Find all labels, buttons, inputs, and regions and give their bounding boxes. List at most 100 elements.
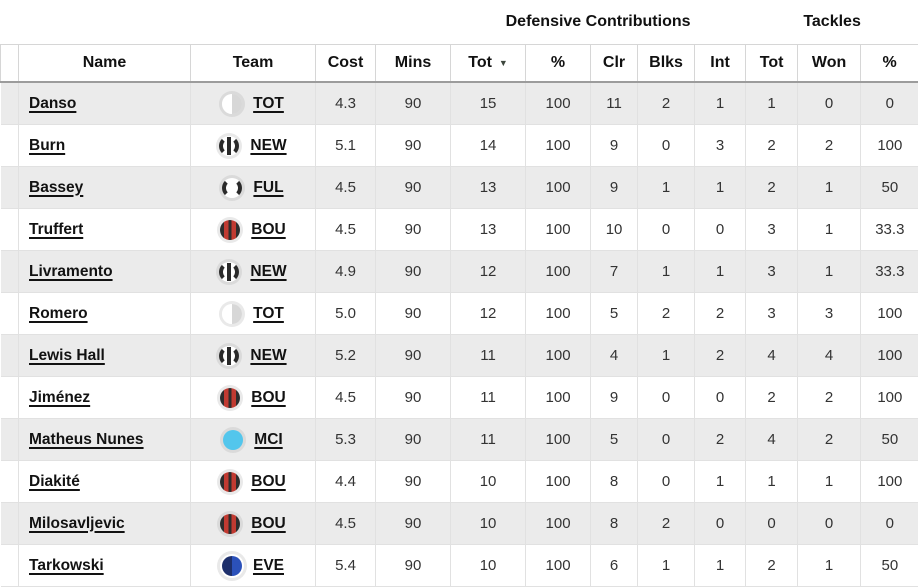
player-name-link[interactable]: Diakité <box>29 473 80 490</box>
dc-pct-cell: 100 <box>526 82 591 125</box>
dc-tot-cell: 10 <box>451 461 526 503</box>
player-name-link[interactable]: Truffert <box>29 221 83 238</box>
column-header-dc-pct[interactable]: % <box>526 45 591 83</box>
int-cell: 2 <box>695 293 746 335</box>
tk-pct-cell: 33.3 <box>861 209 918 251</box>
tk-won-cell: 1 <box>798 167 861 209</box>
int-cell: 1 <box>695 167 746 209</box>
group-header-row: Defensive Contributions Tackles <box>1 0 918 45</box>
blks-cell: 0 <box>638 461 695 503</box>
column-header-int[interactable]: Int <box>695 45 746 83</box>
player-name-link[interactable]: Matheus Nunes <box>29 431 144 448</box>
clr-cell: 5 <box>591 419 638 461</box>
team-cell: FUL <box>191 167 316 209</box>
player-name-cell: Truffert <box>19 209 191 251</box>
mins-cell: 90 <box>376 125 451 167</box>
group-header-spacer <box>1 0 451 45</box>
team-link[interactable]: TOT <box>253 95 284 113</box>
group-header-tackles: Tackles <box>746 0 918 45</box>
row-gutter <box>1 377 19 419</box>
player-name-link[interactable]: Lewis Hall <box>29 347 105 364</box>
tk-won-cell: 3 <box>798 293 861 335</box>
player-name-link[interactable]: Burn <box>29 137 65 154</box>
team-link[interactable]: BOU <box>251 515 285 533</box>
clr-cell: 4 <box>591 335 638 377</box>
team-cell: NEW <box>191 251 316 293</box>
column-header-blks[interactable]: Blks <box>638 45 695 83</box>
team-cell: NEW <box>191 335 316 377</box>
cost-cell: 4.4 <box>316 461 376 503</box>
tk-pct-cell: 0 <box>861 82 918 125</box>
team-link[interactable]: MCI <box>254 431 282 449</box>
team-link[interactable]: TOT <box>253 305 284 323</box>
dc-pct-cell: 100 <box>526 503 591 545</box>
mins-cell: 90 <box>376 335 451 377</box>
cost-cell: 4.5 <box>316 167 376 209</box>
tk-pct-cell: 100 <box>861 335 918 377</box>
table-row: Burn NEW 5.1 90 14 100 9 0 3 2 2 100 <box>1 125 918 167</box>
column-header-name[interactable]: Name <box>19 45 191 83</box>
player-name-link[interactable]: Livramento <box>29 263 113 280</box>
mins-cell: 90 <box>376 251 451 293</box>
cost-cell: 4.5 <box>316 377 376 419</box>
dc-pct-cell: 100 <box>526 293 591 335</box>
team-link[interactable]: NEW <box>250 263 286 281</box>
cost-cell: 5.1 <box>316 125 376 167</box>
team-badge-icon <box>219 136 239 156</box>
int-cell: 0 <box>695 377 746 419</box>
cost-cell: 4.5 <box>316 503 376 545</box>
team-badge-icon <box>222 556 242 576</box>
blks-cell: 0 <box>638 125 695 167</box>
blks-cell: 0 <box>638 377 695 419</box>
int-cell: 1 <box>695 251 746 293</box>
dc-tot-cell: 10 <box>451 545 526 587</box>
team-badge-icon <box>220 220 240 240</box>
cost-cell: 4.3 <box>316 82 376 125</box>
tk-tot-cell: 0 <box>746 503 798 545</box>
tk-pct-cell: 100 <box>861 125 918 167</box>
column-header-tk-won[interactable]: Won <box>798 45 861 83</box>
column-header-tk-pct[interactable]: % <box>861 45 918 83</box>
player-name-link[interactable]: Romero <box>29 305 88 322</box>
team-link[interactable]: BOU <box>251 221 285 239</box>
tk-won-cell: 2 <box>798 377 861 419</box>
clr-cell: 8 <box>591 461 638 503</box>
row-gutter <box>1 251 19 293</box>
player-name-cell: Matheus Nunes <box>19 419 191 461</box>
player-name-link[interactable]: Danso <box>29 95 76 112</box>
row-gutter <box>1 293 19 335</box>
mins-cell: 90 <box>376 461 451 503</box>
player-name-link[interactable]: Milosavljevic <box>29 515 125 532</box>
player-name-link[interactable]: Bassey <box>29 179 83 196</box>
column-header-mins[interactable]: Mins <box>376 45 451 83</box>
column-header-tk-tot[interactable]: Tot <box>746 45 798 83</box>
tk-pct-cell: 100 <box>861 377 918 419</box>
mins-cell: 90 <box>376 545 451 587</box>
player-name-link[interactable]: Jiménez <box>29 389 90 406</box>
table-row: Livramento NEW 4.9 90 12 100 7 1 1 3 1 3… <box>1 251 918 293</box>
tk-won-cell: 1 <box>798 209 861 251</box>
team-link[interactable]: NEW <box>250 347 286 365</box>
cost-cell: 5.3 <box>316 419 376 461</box>
blks-cell: 0 <box>638 419 695 461</box>
player-name-link[interactable]: Tarkowski <box>29 557 104 574</box>
cost-cell: 4.5 <box>316 209 376 251</box>
column-header-clr[interactable]: Clr <box>591 45 638 83</box>
blks-cell: 1 <box>638 167 695 209</box>
dc-pct-cell: 100 <box>526 377 591 419</box>
team-link[interactable]: BOU <box>251 389 285 407</box>
team-link[interactable]: EVE <box>253 557 284 575</box>
blks-cell: 1 <box>638 335 695 377</box>
team-badge-icon <box>223 430 243 450</box>
column-header-dc-tot[interactable]: Tot▼ <box>451 45 526 83</box>
team-link[interactable]: FUL <box>253 179 283 197</box>
column-header-team[interactable]: Team <box>191 45 316 83</box>
dc-tot-cell: 13 <box>451 167 526 209</box>
mins-cell: 90 <box>376 293 451 335</box>
tk-pct-cell: 50 <box>861 167 918 209</box>
team-cell: TOT <box>191 293 316 335</box>
team-link[interactable]: NEW <box>250 137 286 155</box>
team-link[interactable]: BOU <box>251 473 285 491</box>
column-header-cost[interactable]: Cost <box>316 45 376 83</box>
row-gutter <box>1 125 19 167</box>
